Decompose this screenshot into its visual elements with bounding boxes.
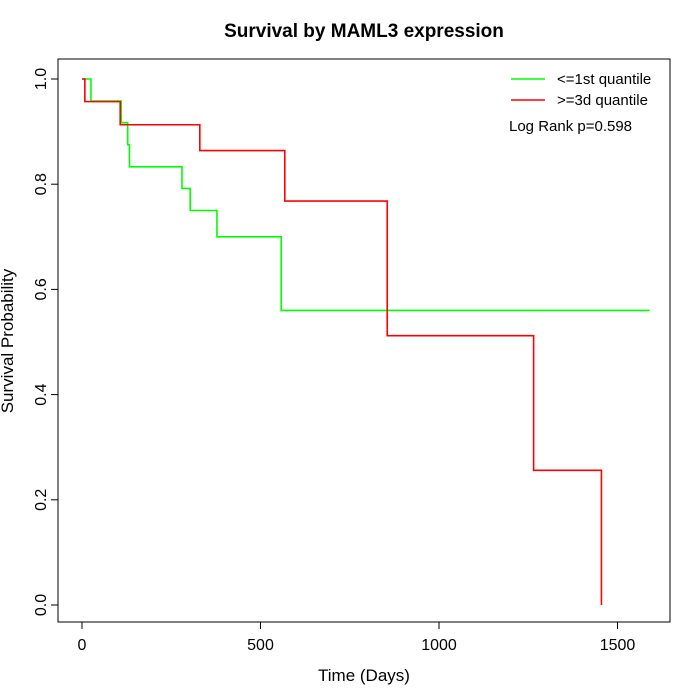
series-line-2 bbox=[82, 78, 603, 605]
y-tick-label: 0.6 bbox=[33, 278, 50, 300]
series-line-1 bbox=[82, 78, 650, 312]
y-axis-label: Survival Probability bbox=[0, 268, 17, 413]
x-tick-label: 500 bbox=[247, 637, 274, 654]
y-tick-label: 0.4 bbox=[33, 383, 50, 405]
chart-title: Survival by MAML3 expression bbox=[224, 21, 504, 42]
legend: <=1st quantile >=3d quantile bbox=[511, 71, 651, 109]
y-tick-label: 1.0 bbox=[33, 68, 50, 90]
y-axis: 0.0 0.2 0.4 0.6 0.8 1.0 bbox=[33, 68, 59, 616]
legend-label-1: <=1st quantile bbox=[557, 71, 651, 88]
log-rank-annotation: Log Rank p=0.598 bbox=[509, 118, 632, 135]
x-axis-label: Time (Days) bbox=[318, 666, 410, 685]
y-tick-label: 0.2 bbox=[33, 489, 50, 511]
plot-frame bbox=[57, 58, 671, 623]
x-tick-label: 1000 bbox=[421, 637, 457, 654]
series-layer bbox=[82, 78, 650, 605]
x-tick-label: 1500 bbox=[600, 637, 636, 654]
x-tick-label: 0 bbox=[78, 637, 87, 654]
y-tick-label: 0.0 bbox=[33, 594, 50, 616]
y-tick-label: 0.8 bbox=[33, 173, 50, 195]
legend-label-2: >=3d quantile bbox=[557, 92, 648, 109]
x-axis: 0 500 1000 1500 bbox=[78, 621, 636, 654]
